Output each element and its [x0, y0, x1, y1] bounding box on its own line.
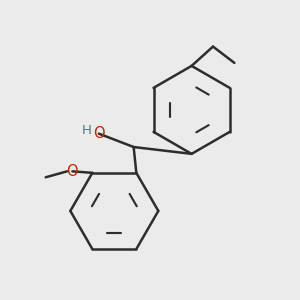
Text: H: H [82, 124, 92, 136]
Text: O: O [67, 164, 78, 179]
Text: O: O [93, 126, 105, 141]
